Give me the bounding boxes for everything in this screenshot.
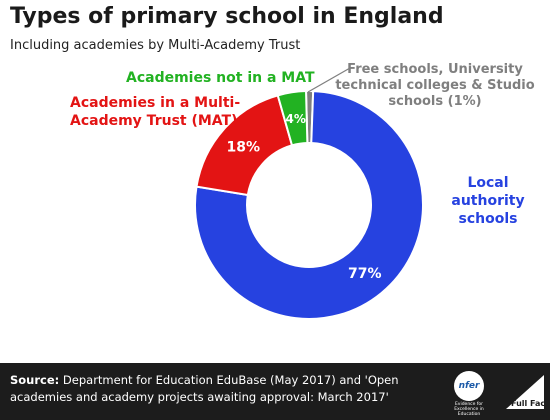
full-fact-logo: Full Fact [506,375,548,409]
source-note: Source: Department for Education EduBase… [10,372,450,406]
full-fact-logo-shape [506,375,544,409]
nfer-logo-mark: nfer [454,371,484,401]
category-label-mat: Academies in a Multi- [70,95,240,111]
slice-academies-not-in-a-mat [276,90,309,147]
leader-line-free-schools [307,67,351,93]
slice-data-label: 4% [286,112,306,126]
slice-data-label: 77% [348,266,382,282]
category-label-notmat: Academies not in a MAT [126,70,315,86]
category-label-free: Free schools, University [347,62,523,77]
nfer-logo-tagline: Evidence for Excellence in Education [454,402,484,417]
nfer-logo: nfer Evidence for Excellence in Educatio… [448,371,490,417]
category-label-mat: Academy Trust (MAT) [70,113,238,129]
chart-title: Types of primary school in England [10,4,444,29]
category-label-la: Local [467,175,508,191]
slice-local-authority-schools [194,90,424,320]
full-fact-logo-text: Full Fact [511,399,548,408]
category-label-free: schools (1%) [388,94,481,109]
donut-chart: 77% 18% 4% Free schools, Universitytechnic… [70,62,535,320]
category-label-free: technical colleges & Studio [335,78,534,93]
chart-subtitle: Including academies by Multi-Academy Tru… [10,38,301,53]
source-text: Department for Education EduBase (May 20… [10,373,399,404]
category-label-la: authority [451,193,524,209]
slice-data-label: 18% [227,139,261,155]
source-footer: Source: Department for Education EduBase… [0,363,550,420]
source-label: Source: [10,373,60,387]
category-label-la: schools [459,211,518,227]
